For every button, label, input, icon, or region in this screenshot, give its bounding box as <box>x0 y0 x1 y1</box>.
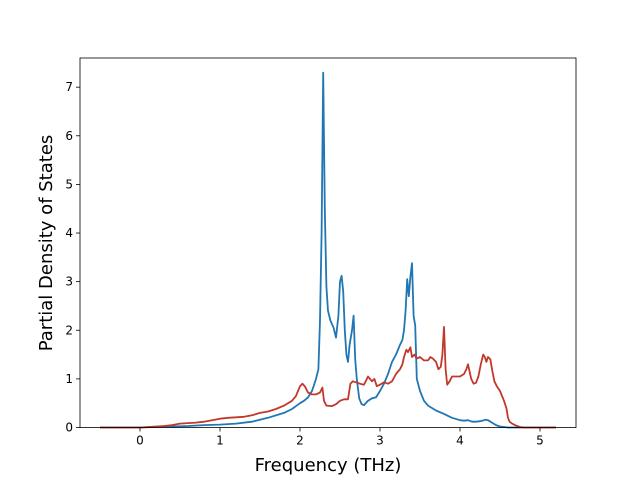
y-tick-label: 3 <box>65 275 73 289</box>
y-tick-label: 7 <box>65 80 73 94</box>
x-tick-label: 5 <box>536 434 544 448</box>
y-tick-label: 5 <box>65 177 73 191</box>
y-tick-label: 2 <box>65 323 73 337</box>
x-tick-label: 3 <box>376 434 384 448</box>
series-line-1 <box>100 71 556 429</box>
y-tick-label: 4 <box>65 226 73 240</box>
series-layer <box>100 71 556 429</box>
axes-frame <box>79 57 577 428</box>
x-tick-label: 2 <box>296 434 304 448</box>
x-tick-label: 0 <box>136 434 144 448</box>
x-tick-label: 4 <box>456 434 464 448</box>
x-axis-ticks: 0 1 2 3 4 5 <box>136 427 544 448</box>
y-axis-label: Partial Density of States <box>36 135 57 352</box>
y-tick-label: 0 <box>65 421 73 435</box>
series-line-2 <box>100 326 556 429</box>
y-tick-label: 1 <box>65 372 73 386</box>
y-tick-label: 6 <box>65 129 73 143</box>
y-axis-ticks: 0 1 2 3 4 5 6 7 <box>65 80 80 435</box>
x-tick-label: 1 <box>216 434 224 448</box>
x-axis-label: Frequency (THz) <box>255 455 402 476</box>
